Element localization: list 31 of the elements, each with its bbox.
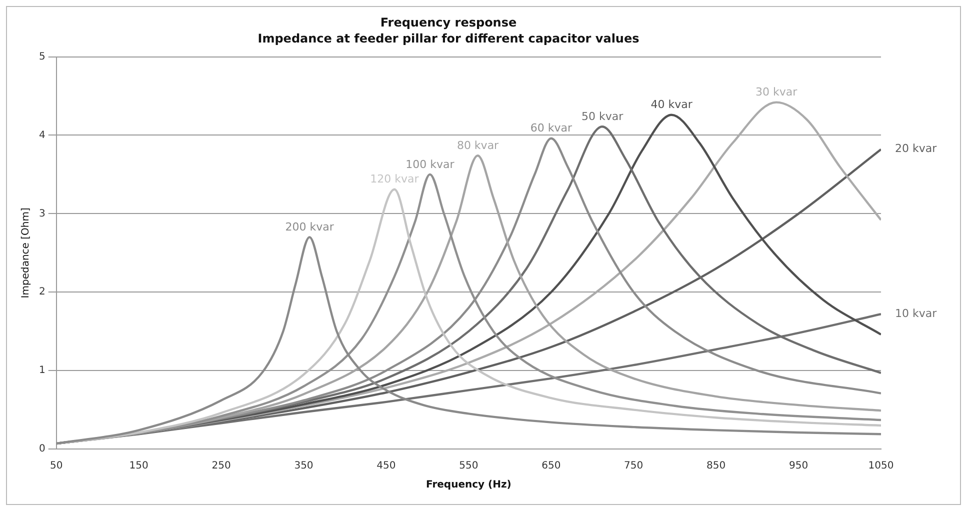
x-tick-label: 850 (706, 460, 726, 472)
series-label: 10 kvar (895, 306, 938, 320)
y-tick-label: 2 (38, 286, 46, 298)
series-label: 120 kvar (370, 172, 420, 186)
y-tick-label: 0 (38, 444, 46, 455)
series-label: 30 kvar (755, 86, 798, 99)
x-tick-label: 150 (129, 460, 148, 472)
series-label: 40 kvar (650, 98, 693, 112)
y-tick-label: 3 (38, 208, 46, 220)
series-label: 60 kvar (530, 122, 572, 135)
x-tick-label: 250 (212, 460, 231, 472)
chart-title: Frequency response (380, 15, 517, 30)
series-label: 20 kvar (895, 142, 938, 156)
x-tick-label: 650 (542, 460, 561, 472)
x-tick-label: 450 (376, 460, 396, 472)
x-tick-label: 750 (624, 460, 644, 472)
series-label: 200 kvar (285, 220, 334, 234)
y-tick-label: 4 (38, 130, 46, 141)
series-label: 100 kvar (406, 158, 455, 171)
y-axis-title: Impedance [Ohm] (20, 208, 32, 298)
chart-subtitle: Impedance at feeder pillar for different capacitor values (258, 32, 640, 46)
series-label: 80 kvar (456, 138, 500, 152)
x-tick-label: 1050 (868, 460, 894, 472)
x-tick-label: 550 (459, 460, 478, 472)
x-tick-label: 950 (788, 460, 808, 472)
y-tick-label: 5 (38, 51, 46, 62)
x-axis-title: Frequency (Hz) (426, 480, 512, 491)
y-tick-label: 1 (38, 365, 46, 376)
series-label: 50 kvar (581, 110, 624, 123)
x-tick-label: 50 (50, 460, 63, 472)
x-tick-label: 350 (294, 460, 314, 472)
